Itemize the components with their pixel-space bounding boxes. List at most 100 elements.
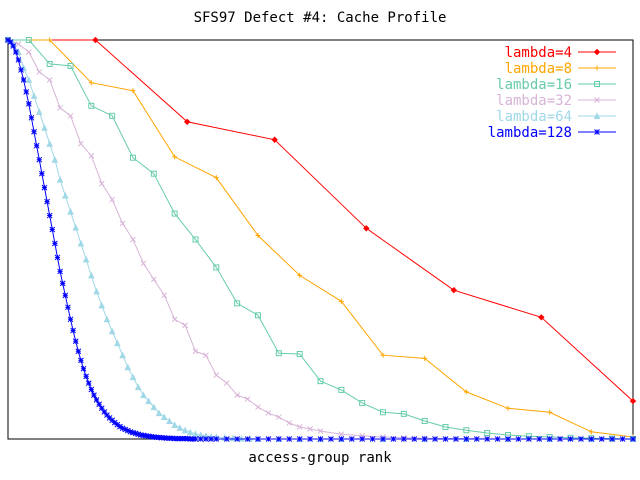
legend-label: lambda=16	[496, 77, 572, 93]
legend-marker	[594, 65, 600, 71]
data-point	[169, 435, 175, 442]
data-point	[463, 427, 470, 434]
data-point	[265, 410, 272, 416]
data-point	[93, 397, 100, 403]
data-point	[132, 430, 139, 437]
data-point	[160, 413, 168, 421]
data-point	[78, 357, 84, 364]
data-point	[130, 154, 136, 161]
data-point	[275, 414, 282, 420]
data-point	[234, 392, 241, 398]
data-point	[166, 417, 173, 425]
data-point	[46, 212, 53, 219]
data-point	[137, 432, 144, 438]
data-point	[453, 436, 459, 442]
data-point	[36, 156, 43, 163]
data-point	[15, 41, 22, 47]
data-point	[179, 435, 186, 442]
data-point	[265, 436, 272, 442]
data-point	[25, 37, 32, 43]
data-point	[161, 434, 168, 441]
data-point	[109, 112, 116, 119]
legend-marker	[594, 97, 600, 103]
data-point	[145, 397, 152, 405]
data-point	[119, 220, 126, 227]
data-point	[338, 386, 345, 393]
data-point	[442, 436, 449, 442]
data-point	[546, 436, 553, 442]
data-point	[98, 301, 106, 309]
data-point	[525, 436, 532, 442]
x-axis-label: access-group rank	[248, 450, 392, 466]
data-point	[297, 272, 303, 278]
data-point	[98, 180, 105, 187]
data-point	[119, 425, 126, 432]
data-point	[328, 436, 334, 442]
data-point	[67, 207, 74, 215]
data-point	[150, 276, 157, 283]
data-point	[31, 128, 37, 135]
data-point	[197, 436, 204, 442]
data-point	[203, 436, 209, 442]
data-point	[10, 43, 17, 49]
data-point	[62, 292, 69, 299]
data-point	[588, 436, 595, 442]
series-lambda-4	[4, 36, 637, 405]
data-point	[158, 434, 165, 441]
data-point	[223, 380, 230, 386]
data-point	[101, 409, 108, 415]
data-point	[140, 432, 147, 439]
data-point	[307, 426, 313, 432]
legend-label: lambda=64	[496, 109, 572, 125]
data-point	[25, 76, 33, 83]
data-point	[296, 436, 303, 442]
data-point	[59, 280, 66, 287]
series-layer	[4, 36, 637, 442]
data-point	[174, 435, 181, 442]
data-point	[432, 436, 438, 442]
data-point	[630, 436, 636, 442]
data-point	[88, 386, 95, 393]
data-point	[88, 80, 94, 86]
data-point	[598, 436, 605, 442]
data-point	[156, 434, 162, 441]
data-point	[108, 327, 116, 335]
data-point	[213, 436, 220, 442]
data-point	[155, 409, 163, 417]
data-point	[28, 114, 35, 121]
data-point	[578, 436, 584, 442]
data-point	[275, 436, 282, 442]
data-point	[72, 338, 79, 345]
data-point	[275, 350, 282, 357]
data-point	[484, 430, 491, 437]
legend-marker	[594, 81, 600, 87]
data-point	[56, 176, 64, 183]
data-point	[186, 428, 194, 436]
data-point	[244, 396, 251, 402]
data-point	[57, 268, 63, 275]
data-point	[88, 152, 95, 159]
data-point	[317, 378, 324, 385]
data-point	[85, 380, 92, 386]
data-point	[255, 233, 261, 239]
data-point	[41, 124, 48, 131]
data-point	[117, 423, 123, 430]
data-point	[25, 100, 32, 107]
data-point	[494, 436, 501, 442]
data-point	[380, 409, 386, 416]
data-point	[588, 429, 594, 435]
data-point	[473, 436, 480, 442]
data-point	[296, 424, 303, 430]
data-point	[619, 436, 626, 442]
data-point	[171, 421, 178, 429]
data-point	[124, 427, 131, 434]
data-point	[23, 89, 30, 95]
data-point	[61, 191, 69, 199]
series-lambda-8	[5, 37, 636, 440]
data-point	[411, 436, 418, 442]
series-line	[8, 39, 634, 402]
data-point	[161, 292, 168, 299]
data-point	[567, 436, 574, 442]
data-point	[338, 431, 345, 438]
data-point	[421, 436, 428, 442]
